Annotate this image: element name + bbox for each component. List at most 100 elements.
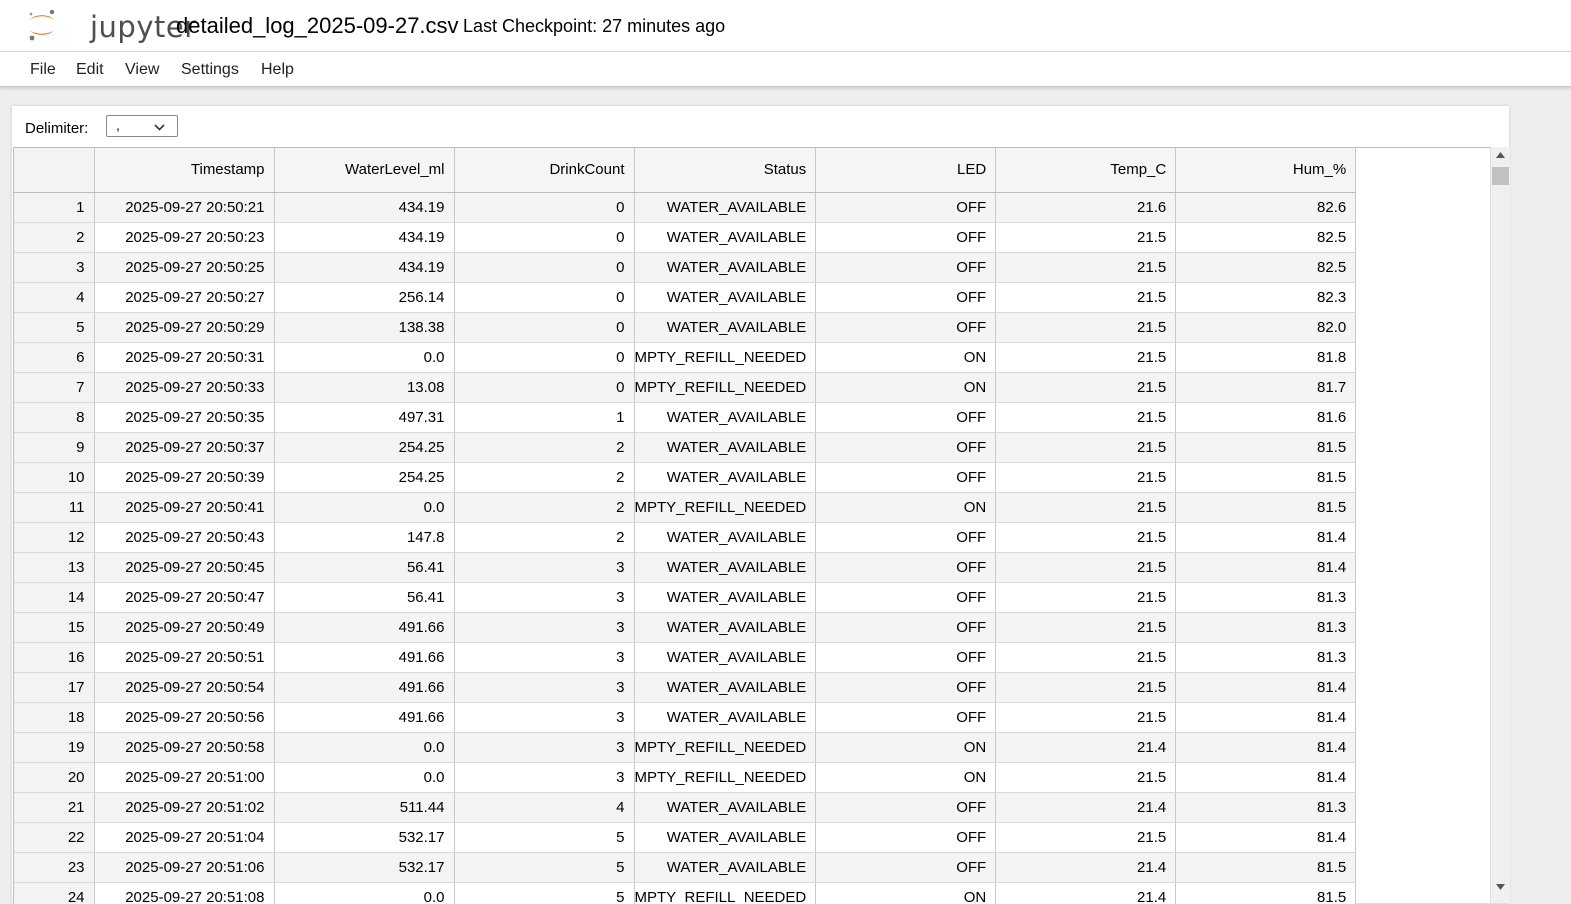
temp-cell[interactable]: 21.5 [995,822,1177,853]
drinkcount-cell[interactable]: 5 [454,852,635,883]
status-cell[interactable]: WATER_AVAILABLE [634,462,817,493]
status-cell[interactable]: MPTY_REFILL_NEEDED [634,492,817,523]
humidity-cell[interactable]: 81.5 [1175,492,1357,523]
table-row[interactable]: 10 2025-09-27 20:50:39 254.25 2 WATER_AVAILA… [14,462,1357,493]
status-cell[interactable]: WATER_AVAILABLE [634,312,817,343]
humidity-cell[interactable]: 81.5 [1175,432,1357,463]
row-number[interactable]: 3 [14,252,95,283]
humidity-cell[interactable]: 82.0 [1175,312,1357,343]
waterlevel-cell[interactable]: 254.25 [274,432,455,463]
table-row[interactable]: 8 2025-09-27 20:50:35 497.31 1 WATER_AVAILAB… [14,402,1357,433]
humidity-cell[interactable]: 81.4 [1175,762,1357,793]
table-row[interactable]: 24 2025-09-27 20:51:08 0.0 5 MPTY_REFILL_NEE… [14,882,1357,904]
row-number[interactable]: 12 [14,522,95,553]
drinkcount-cell[interactable]: 1 [454,402,635,433]
drinkcount-cell[interactable]: 3 [454,612,635,643]
humidity-cell[interactable]: 81.5 [1175,882,1357,904]
table-row[interactable]: 16 2025-09-27 20:50:51 491.66 3 WATER_AVAILA… [14,642,1357,673]
status-cell[interactable]: MPTY_REFILL_NEEDED [634,732,817,763]
timestamp-cell[interactable]: 2025-09-27 20:50:58 [94,732,275,763]
vertical-scrollbar[interactable] [1490,147,1510,903]
humidity-cell[interactable]: 81.5 [1175,852,1357,883]
menu-file[interactable]: File [30,61,56,78]
status-cell[interactable]: MPTY_REFILL_NEEDED [634,882,817,904]
data-grid[interactable]: Timestamp WaterLevel_ml DrinkCount Statu… [13,147,1491,904]
status-cell[interactable]: WATER_AVAILABLE [634,252,817,283]
temp-cell[interactable]: 21.5 [995,312,1177,343]
status-cell[interactable]: WATER_AVAILABLE [634,552,817,583]
led-cell[interactable]: OFF [815,672,997,703]
waterlevel-cell[interactable]: 491.66 [274,642,455,673]
humidity-cell[interactable]: 81.4 [1175,732,1357,763]
timestamp-cell[interactable]: 2025-09-27 20:50:43 [94,522,275,553]
status-cell[interactable]: WATER_AVAILABLE [634,792,817,823]
waterlevel-cell[interactable]: 491.66 [274,702,455,733]
table-row[interactable]: 3 2025-09-27 20:50:25 434.19 0 WATER_AVAILAB… [14,252,1357,283]
temp-cell[interactable]: 21.5 [995,432,1177,463]
table-row[interactable]: 12 2025-09-27 20:50:43 147.8 2 WATER_AVAILAB… [14,522,1357,553]
waterlevel-cell[interactable]: 0.0 [274,732,455,763]
waterlevel-cell[interactable]: 256.14 [274,282,455,313]
menu-settings[interactable]: Settings [181,61,239,78]
temp-cell[interactable]: 21.6 [995,192,1177,223]
humidity-cell[interactable]: 81.4 [1175,522,1357,553]
table-row[interactable]: 15 2025-09-27 20:50:49 491.66 3 WATER_AVAILA… [14,612,1357,643]
row-number[interactable]: 13 [14,552,95,583]
temp-cell[interactable]: 21.5 [995,402,1177,433]
row-number[interactable]: 9 [14,432,95,463]
led-cell[interactable]: OFF [815,612,997,643]
waterlevel-cell[interactable]: 532.17 [274,822,455,853]
temp-cell[interactable]: 21.4 [995,792,1177,823]
timestamp-cell[interactable]: 2025-09-27 20:50:51 [94,642,275,673]
row-number[interactable]: 19 [14,732,95,763]
temp-cell[interactable]: 21.4 [995,732,1177,763]
temp-cell[interactable]: 21.5 [995,612,1177,643]
waterlevel-cell[interactable]: 254.25 [274,462,455,493]
humidity-cell[interactable]: 81.5 [1175,462,1357,493]
waterlevel-cell[interactable]: 491.66 [274,672,455,703]
humidity-cell[interactable]: 82.5 [1175,252,1357,283]
humidity-cell[interactable]: 81.4 [1175,672,1357,703]
column-header[interactable]: DrinkCount [454,148,635,193]
status-cell[interactable]: WATER_AVAILABLE [634,852,817,883]
jupyter-logo[interactable]: jupyter [26,6,196,44]
temp-cell[interactable]: 21.5 [995,762,1177,793]
led-cell[interactable]: OFF [815,402,997,433]
timestamp-cell[interactable]: 2025-09-27 20:50:56 [94,702,275,733]
row-number[interactable]: 6 [14,342,95,373]
status-cell[interactable]: MPTY_REFILL_NEEDED [634,342,817,373]
row-number[interactable]: 22 [14,822,95,853]
table-row[interactable]: 18 2025-09-27 20:50:56 491.66 3 WATER_AVAILA… [14,702,1357,733]
table-row[interactable]: 9 2025-09-27 20:50:37 254.25 2 WATER_AVAILAB… [14,432,1357,463]
drinkcount-cell[interactable]: 0 [454,222,635,253]
waterlevel-cell[interactable]: 511.44 [274,792,455,823]
row-number[interactable]: 18 [14,702,95,733]
drinkcount-cell[interactable]: 0 [454,312,635,343]
led-cell[interactable]: OFF [815,552,997,583]
waterlevel-cell[interactable]: 434.19 [274,192,455,223]
humidity-cell[interactable]: 81.3 [1175,582,1357,613]
status-cell[interactable]: WATER_AVAILABLE [634,702,817,733]
status-cell[interactable]: WATER_AVAILABLE [634,432,817,463]
row-number[interactable]: 17 [14,672,95,703]
waterlevel-cell[interactable]: 0.0 [274,762,455,793]
led-cell[interactable]: ON [815,732,997,763]
temp-cell[interactable]: 21.5 [995,672,1177,703]
table-row[interactable]: 11 2025-09-27 20:50:41 0.0 2 MPTY_REFILL_NEE… [14,492,1357,523]
humidity-cell[interactable]: 82.5 [1175,222,1357,253]
led-cell[interactable]: OFF [815,432,997,463]
led-cell[interactable]: OFF [815,222,997,253]
status-cell[interactable]: WATER_AVAILABLE [634,822,817,853]
row-number[interactable]: 20 [14,762,95,793]
row-number[interactable]: 4 [14,282,95,313]
humidity-cell[interactable]: 81.4 [1175,822,1357,853]
status-cell[interactable]: WATER_AVAILABLE [634,642,817,673]
table-row[interactable]: 13 2025-09-27 20:50:45 56.41 3 WATER_AVAILAB… [14,552,1357,583]
waterlevel-cell[interactable]: 497.31 [274,402,455,433]
led-cell[interactable]: OFF [815,642,997,673]
waterlevel-cell[interactable]: 434.19 [274,252,455,283]
table-row[interactable]: 4 2025-09-27 20:50:27 256.14 0 WATER_AVAILAB… [14,282,1357,313]
timestamp-cell[interactable]: 2025-09-27 20:50:54 [94,672,275,703]
timestamp-cell[interactable]: 2025-09-27 20:51:08 [94,882,275,904]
temp-cell[interactable]: 21.5 [995,282,1177,313]
